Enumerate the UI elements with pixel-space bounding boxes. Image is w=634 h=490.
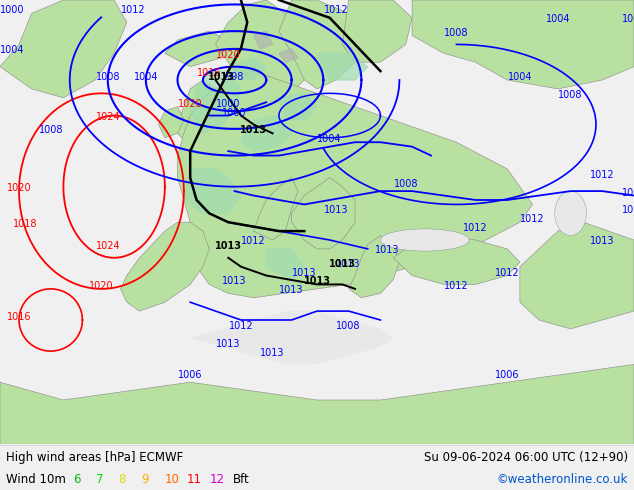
Polygon shape xyxy=(241,116,292,151)
Polygon shape xyxy=(254,31,273,49)
Text: 1020: 1020 xyxy=(216,50,240,60)
Text: 1004: 1004 xyxy=(622,14,634,24)
Polygon shape xyxy=(342,0,412,62)
Polygon shape xyxy=(190,311,393,365)
Text: 1013: 1013 xyxy=(292,268,316,277)
Ellipse shape xyxy=(555,191,586,236)
Polygon shape xyxy=(184,169,241,213)
Text: 1013: 1013 xyxy=(622,205,634,215)
Text: 1018: 1018 xyxy=(13,219,37,229)
Polygon shape xyxy=(349,236,399,298)
Text: 1008: 1008 xyxy=(394,179,418,189)
Polygon shape xyxy=(178,71,533,298)
Text: 1012: 1012 xyxy=(121,5,145,15)
Text: 1013: 1013 xyxy=(215,241,242,251)
Text: 1013: 1013 xyxy=(337,259,361,269)
Text: 1012: 1012 xyxy=(590,170,614,180)
Polygon shape xyxy=(292,178,355,249)
Text: 1012: 1012 xyxy=(444,281,469,291)
Text: 11: 11 xyxy=(187,473,202,487)
Text: 1004: 1004 xyxy=(546,14,570,24)
Polygon shape xyxy=(393,236,520,284)
Text: 1012: 1012 xyxy=(242,237,266,246)
Text: 1000: 1000 xyxy=(216,98,240,109)
Text: 1012: 1012 xyxy=(495,268,519,277)
Polygon shape xyxy=(190,71,241,133)
Text: 1013: 1013 xyxy=(329,259,356,269)
Text: 1012: 1012 xyxy=(521,214,545,224)
Text: 1008: 1008 xyxy=(559,90,583,100)
Text: 1008: 1008 xyxy=(39,125,63,135)
Text: 12: 12 xyxy=(210,473,225,487)
Text: 1016: 1016 xyxy=(7,312,31,322)
Polygon shape xyxy=(279,93,317,120)
Text: 1006: 1006 xyxy=(495,370,519,380)
Text: 7: 7 xyxy=(96,473,103,487)
Text: 1012: 1012 xyxy=(324,5,348,15)
Text: 1020: 1020 xyxy=(89,281,113,291)
Text: 1008: 1008 xyxy=(444,27,469,38)
Polygon shape xyxy=(279,49,298,62)
Text: 1012: 1012 xyxy=(229,321,253,331)
Polygon shape xyxy=(216,0,317,107)
Text: 1024: 1024 xyxy=(96,112,120,122)
Text: 1013: 1013 xyxy=(280,285,304,295)
Text: 1013: 1013 xyxy=(261,347,285,358)
Text: 1016: 1016 xyxy=(197,68,221,77)
Polygon shape xyxy=(266,249,304,280)
Text: 1008: 1008 xyxy=(96,72,120,82)
Text: 1000: 1000 xyxy=(0,5,25,15)
Polygon shape xyxy=(0,365,634,444)
Text: 10: 10 xyxy=(164,473,179,487)
Text: 6: 6 xyxy=(73,473,81,487)
Text: 1013: 1013 xyxy=(223,276,247,287)
Text: 1008: 1008 xyxy=(622,188,634,197)
Text: 1004: 1004 xyxy=(0,46,25,55)
Polygon shape xyxy=(178,80,228,147)
Text: 9: 9 xyxy=(141,473,149,487)
Text: ©weatheronline.co.uk: ©weatheronline.co.uk xyxy=(496,473,628,487)
Polygon shape xyxy=(228,58,266,80)
Polygon shape xyxy=(279,0,368,89)
Text: 1013: 1013 xyxy=(590,237,614,246)
Text: 1008: 1008 xyxy=(337,321,361,331)
Polygon shape xyxy=(520,222,634,329)
Text: 1006: 1006 xyxy=(178,370,202,380)
Text: 1013: 1013 xyxy=(304,276,330,287)
Text: 998: 998 xyxy=(226,72,243,82)
Polygon shape xyxy=(120,222,209,311)
Text: 1020: 1020 xyxy=(7,183,31,193)
Text: 1004: 1004 xyxy=(508,72,532,82)
Text: 1024: 1024 xyxy=(96,241,120,251)
Ellipse shape xyxy=(380,229,469,251)
Polygon shape xyxy=(165,31,228,67)
Text: 1004: 1004 xyxy=(318,134,342,144)
Text: 1013: 1013 xyxy=(209,72,235,82)
Polygon shape xyxy=(254,178,298,240)
Polygon shape xyxy=(317,53,368,80)
Text: 8: 8 xyxy=(119,473,126,487)
Text: 1013: 1013 xyxy=(324,205,348,215)
Text: High wind areas [hPa] ECMWF: High wind areas [hPa] ECMWF xyxy=(6,451,184,464)
Text: 1013: 1013 xyxy=(375,245,399,255)
Polygon shape xyxy=(412,0,634,89)
Text: 1000: 1000 xyxy=(223,107,247,118)
Text: 1020: 1020 xyxy=(178,98,202,109)
Text: 1012: 1012 xyxy=(463,223,488,233)
Text: 1013: 1013 xyxy=(240,125,267,135)
Polygon shape xyxy=(0,0,127,98)
Text: Su 09-06-2024 06:00 UTC (12+90): Su 09-06-2024 06:00 UTC (12+90) xyxy=(424,451,628,464)
Text: 1004: 1004 xyxy=(134,72,158,82)
Text: Wind 10m: Wind 10m xyxy=(6,473,66,487)
Polygon shape xyxy=(158,107,184,138)
Text: 1013: 1013 xyxy=(216,339,240,349)
Text: Bft: Bft xyxy=(233,473,249,487)
